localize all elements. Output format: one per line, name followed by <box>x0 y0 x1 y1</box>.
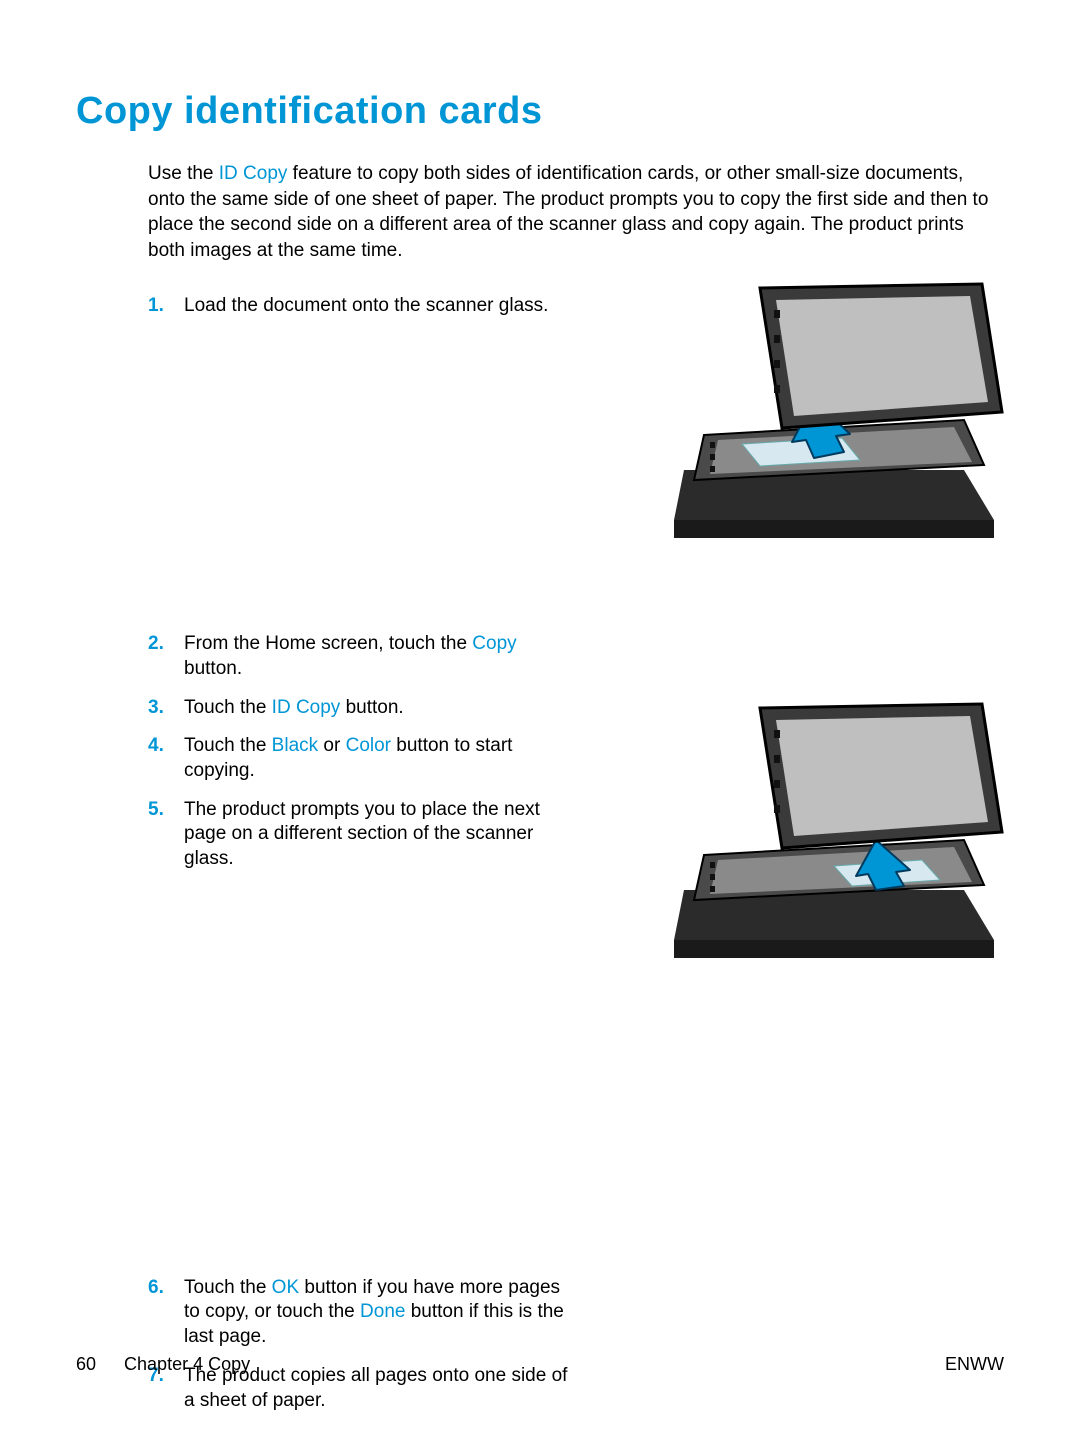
step-3-hl-id-copy: ID Copy <box>272 697 341 718</box>
step-6-num: 6. <box>148 1276 164 1301</box>
step-1-text: Load the document onto the scanner glass… <box>184 295 548 316</box>
step-6-pre: Touch the <box>184 1277 272 1298</box>
footer-page-num: 60 <box>76 1354 96 1375</box>
scanner-svg-2 <box>664 700 1004 960</box>
step-2-pre: From the Home screen, touch the <box>184 633 472 654</box>
step-6-hl-ok: OK <box>272 1277 299 1298</box>
manual-page: Copy identification cards Use the ID Cop… <box>0 0 1080 1437</box>
step-5-text: The product prompts you to place the nex… <box>184 799 540 869</box>
page-title: Copy identification cards <box>76 90 1004 133</box>
page-footer: 60 Chapter 4 Copy ENWW <box>76 1354 1004 1375</box>
step-6-hl-done: Done <box>360 1301 405 1322</box>
intro-hl-id-copy: ID Copy <box>219 163 288 184</box>
step-1-num: 1. <box>148 294 164 319</box>
step-2-post: button. <box>184 658 242 679</box>
steps-list-cont2: 6. Touch the OK button if you have more … <box>148 1276 1004 1413</box>
scanner-illustration-2 <box>664 700 1004 960</box>
step-5: 5. The product prompts you to place the … <box>148 798 568 872</box>
step-3-pre: Touch the <box>184 697 272 718</box>
step-4-hl-color: Color <box>346 735 391 756</box>
step-4-num: 4. <box>148 734 164 759</box>
step-4-pre: Touch the <box>184 735 272 756</box>
step-2: 2. From the Home screen, touch the Copy … <box>148 632 568 681</box>
step-4: 4. Touch the Black or Color button to st… <box>148 734 568 783</box>
step-2-hl-copy: Copy <box>472 633 516 654</box>
footer-chapter: Chapter 4 Copy <box>124 1354 250 1375</box>
footer-lang: ENWW <box>945 1354 1004 1375</box>
step-3-post: button. <box>340 697 403 718</box>
scanner-svg-1 <box>664 280 1004 540</box>
footer-left: 60 Chapter 4 Copy <box>76 1354 250 1375</box>
step-1: 1. Load the document onto the scanner gl… <box>148 294 568 319</box>
intro-paragraph: Use the ID Copy feature to copy both sid… <box>148 161 1004 264</box>
step-3-num: 3. <box>148 696 164 721</box>
step-4-mid: or <box>318 735 345 756</box>
step-3: 3. Touch the ID Copy button. <box>148 696 568 721</box>
step-4-hl-black: Black <box>272 735 318 756</box>
intro-pre: Use the <box>148 163 219 184</box>
step-5-num: 5. <box>148 798 164 823</box>
scanner-illustration-1 <box>664 280 1004 540</box>
step-2-num: 2. <box>148 632 164 657</box>
step-6: 6. Touch the OK button if you have more … <box>148 1276 568 1350</box>
